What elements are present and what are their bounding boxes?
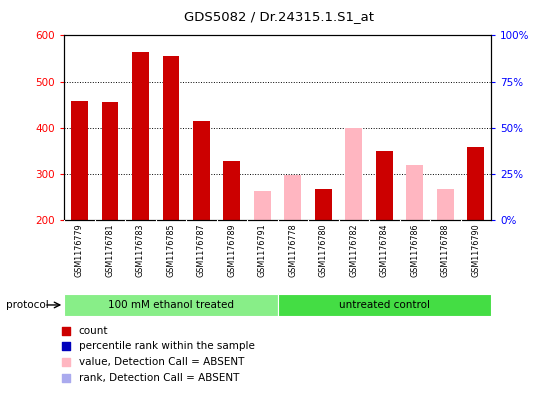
Text: GSM1176786: GSM1176786: [410, 224, 419, 277]
Bar: [437, 189, 454, 220]
Bar: [64, 294, 277, 316]
Bar: [285, 175, 301, 220]
Text: GSM1176787: GSM1176787: [197, 224, 206, 277]
Bar: [132, 51, 149, 220]
Bar: [345, 128, 362, 220]
Text: GSM1176782: GSM1176782: [349, 224, 358, 277]
Point: [62, 327, 71, 334]
Bar: [162, 56, 179, 220]
Bar: [315, 189, 331, 220]
Bar: [193, 121, 210, 220]
Bar: [224, 162, 240, 220]
Text: untreated control: untreated control: [339, 300, 430, 310]
Bar: [376, 151, 393, 220]
Text: GSM1176788: GSM1176788: [441, 224, 450, 277]
Text: GSM1176785: GSM1176785: [166, 224, 175, 277]
Text: count: count: [79, 326, 108, 336]
Text: percentile rank within the sample: percentile rank within the sample: [79, 342, 254, 351]
Text: GSM1176783: GSM1176783: [136, 224, 145, 277]
Text: value, Detection Call = ABSENT: value, Detection Call = ABSENT: [79, 357, 244, 367]
Point: [62, 375, 71, 381]
Bar: [406, 165, 423, 220]
Bar: [102, 102, 118, 220]
Point: [62, 343, 71, 350]
Text: protocol: protocol: [6, 300, 49, 310]
Text: GSM1176780: GSM1176780: [319, 224, 328, 277]
Bar: [71, 101, 88, 220]
Text: 100 mM ethanol treated: 100 mM ethanol treated: [108, 300, 234, 310]
Text: GSM1176779: GSM1176779: [75, 224, 84, 277]
Bar: [468, 147, 484, 220]
Bar: [254, 191, 271, 220]
Text: GDS5082 / Dr.24315.1.S1_at: GDS5082 / Dr.24315.1.S1_at: [184, 10, 374, 23]
Bar: [277, 294, 491, 316]
Text: GSM1176784: GSM1176784: [380, 224, 389, 277]
Point: [62, 359, 71, 365]
Text: GSM1176790: GSM1176790: [472, 224, 480, 277]
Text: GSM1176789: GSM1176789: [227, 224, 237, 277]
Text: GSM1176791: GSM1176791: [258, 224, 267, 277]
Text: GSM1176781: GSM1176781: [105, 224, 114, 277]
Text: rank, Detection Call = ABSENT: rank, Detection Call = ABSENT: [79, 373, 239, 383]
Text: GSM1176778: GSM1176778: [288, 224, 297, 277]
